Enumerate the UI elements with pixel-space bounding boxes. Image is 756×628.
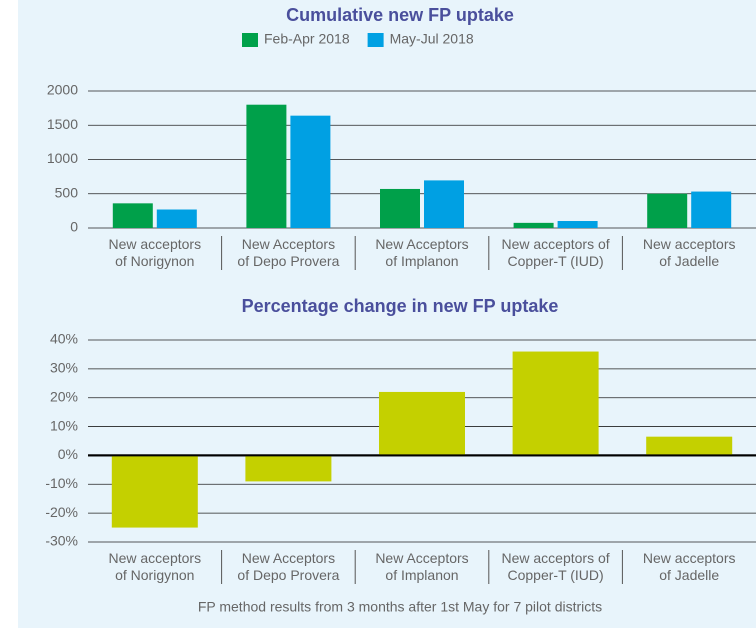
- bar: [245, 455, 332, 482]
- legend-label: May-Jul 2018: [390, 31, 474, 47]
- bar: [112, 203, 153, 228]
- bar: [512, 351, 599, 456]
- y-tick-label: -20%: [45, 504, 78, 520]
- bar: [111, 455, 198, 528]
- y-tick-label: -10%: [45, 475, 78, 491]
- y-tick-label: 40%: [50, 331, 78, 347]
- bar: [691, 191, 732, 228]
- bar: [290, 115, 331, 228]
- chart-title: Cumulative new FP uptake: [286, 5, 514, 25]
- bar: [156, 209, 197, 228]
- legend-swatch: [242, 33, 258, 47]
- y-tick-label: 2000: [47, 82, 78, 98]
- y-tick-label: 20%: [50, 388, 78, 404]
- y-tick-label: 10%: [50, 417, 78, 433]
- legend-label: Feb-Apr 2018: [264, 31, 350, 47]
- x-tick-label: New acceptors of Copper-T (IUD): [502, 236, 610, 269]
- x-tick-label: New Acceptors of Depo Provera: [237, 550, 339, 583]
- y-tick-label: 500: [55, 184, 79, 200]
- y-tick-label: 30%: [50, 360, 78, 376]
- x-tick-label: New acceptors of Norigynon: [109, 236, 202, 269]
- bar: [646, 436, 733, 456]
- x-tick-label: New acceptors of Jadelle: [643, 236, 736, 269]
- x-tick-label: New acceptors of Copper-T (IUD): [502, 550, 610, 583]
- bar: [647, 193, 688, 228]
- bar: [380, 188, 420, 228]
- bar: [246, 104, 287, 228]
- y-tick-label: 1000: [47, 150, 78, 166]
- footer: FP method results from 3 months after 1s…: [198, 599, 602, 615]
- y-tick-label: 0: [70, 219, 78, 235]
- x-tick-label: New acceptors of Norigynon: [109, 550, 202, 583]
- x-tick-label: New Acceptors of Depo Provera: [237, 236, 339, 269]
- chart-title: Percentage change in new FP uptake: [242, 296, 559, 316]
- y-tick-label: 1500: [47, 116, 78, 132]
- y-tick-label: 0%: [58, 446, 78, 462]
- x-tick-label: New Acceptors of Implanon: [375, 550, 468, 583]
- bar: [424, 180, 464, 228]
- legend-swatch: [367, 33, 384, 47]
- bar: [513, 222, 554, 228]
- bar: [557, 221, 598, 228]
- x-tick-label: New acceptors of Jadelle: [643, 550, 736, 583]
- y-tick-label: -30%: [45, 533, 78, 549]
- x-tick-label: New Acceptors of Implanon: [375, 236, 468, 269]
- bar: [379, 391, 465, 456]
